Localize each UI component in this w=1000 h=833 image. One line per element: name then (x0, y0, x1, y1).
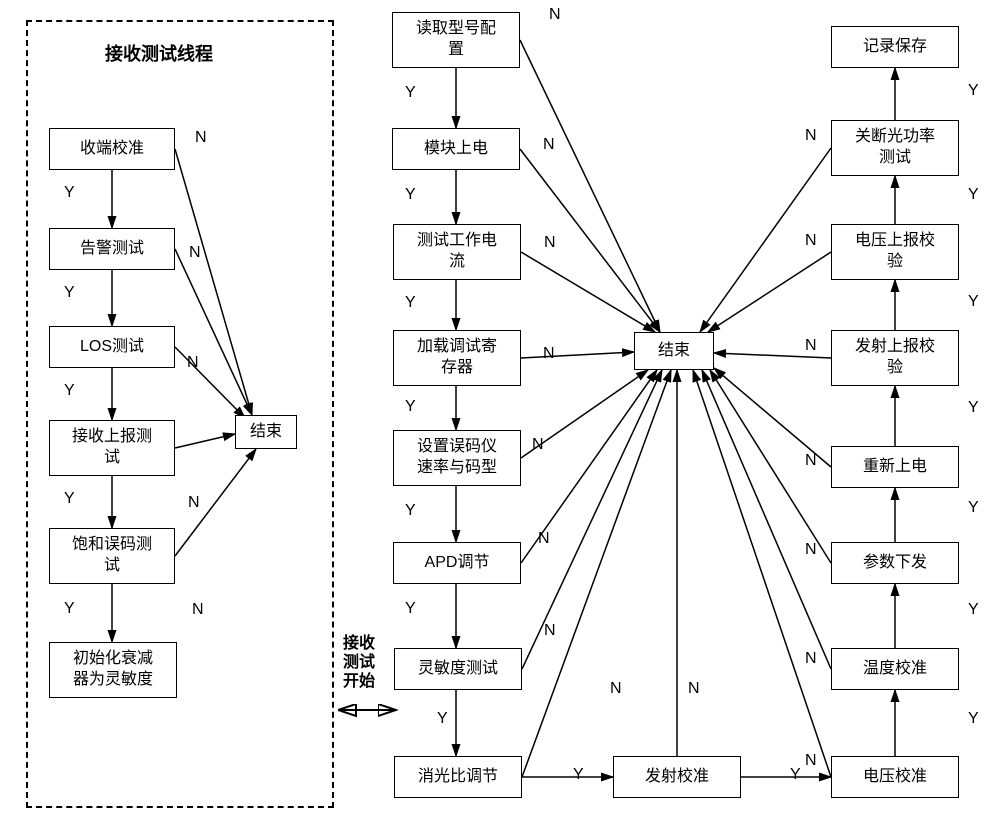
edge-label-10: Y (405, 84, 416, 102)
node-end2: 结束 (634, 332, 714, 370)
node-loadreg: 加载调试寄 存器 (393, 330, 521, 386)
edge-label-38: Y (968, 186, 979, 204)
node-poweron: 模块上电 (392, 128, 520, 170)
edge-label-26: Y (790, 766, 801, 784)
edge-label-39: N (805, 232, 817, 250)
edge-label-30: Y (968, 601, 979, 619)
node-ext: 消光比调节 (394, 756, 522, 798)
node-offpow: 关断光功率 测试 (831, 120, 959, 176)
edge-label-15: N (544, 234, 556, 252)
node-rxcal: 收端校准 (49, 128, 175, 170)
edge-label-14: Y (405, 294, 416, 312)
edge-label-3: N (189, 244, 201, 262)
edge-label-24: Y (573, 766, 584, 784)
node-sens: 灵敏度测试 (394, 648, 522, 690)
edge-label-28: Y (968, 710, 979, 728)
edge-label-11: N (549, 6, 561, 24)
edge-label-31: N (805, 650, 817, 668)
node-rxrep: 接收上报测 试 (49, 420, 175, 476)
edge-label-21: N (538, 530, 550, 548)
edge-label-5: N (187, 354, 199, 372)
edge-label-33: N (805, 541, 817, 559)
node-end1: 结束 (235, 415, 297, 449)
node-vcal: 电压校准 (831, 756, 959, 798)
receive-thread-title: 接收测试线程 (105, 40, 213, 66)
arrow-20 (521, 352, 634, 358)
arrow-18 (520, 149, 660, 332)
edge-label-0: Y (64, 184, 75, 202)
node-pdown: 参数下发 (831, 542, 959, 584)
edge-label-29: N (805, 752, 817, 770)
edge-label-9: N (192, 601, 204, 619)
edge-label-35: N (805, 452, 817, 470)
edge-label-7: N (188, 494, 200, 512)
arrow-31 (708, 252, 831, 332)
edge-label-27: N (688, 680, 700, 698)
node-testcur: 测试工作电 流 (393, 224, 521, 280)
node-los: LOS测试 (49, 326, 175, 368)
node-recsave: 记录保存 (831, 26, 959, 68)
node-txcal: 发射校准 (613, 756, 741, 798)
edge-label-1: N (195, 129, 207, 147)
node-tcal: 温度校准 (831, 648, 959, 690)
arrow-23 (522, 370, 662, 669)
edge-label-40: Y (968, 82, 979, 100)
node-alarm: 告警测试 (49, 228, 175, 270)
edge-label-25: N (610, 680, 622, 698)
edge-label-19: N (532, 436, 544, 454)
edge-label-8: Y (64, 600, 75, 618)
edge-label-41: N (805, 127, 817, 145)
arrow-17 (520, 40, 660, 332)
rx-start-label: 接收 测试 开始 (343, 634, 375, 692)
edge-label-18: Y (405, 502, 416, 520)
edge-label-36: Y (968, 293, 979, 311)
arrow-26 (693, 370, 831, 777)
edge-label-34: Y (968, 399, 979, 417)
edge-label-32: Y (968, 499, 979, 517)
node-vrep: 电压上报校 验 (831, 224, 959, 280)
edge-label-37: N (805, 337, 817, 355)
arrow-27 (702, 370, 831, 669)
edge-label-2: Y (64, 284, 75, 302)
edge-label-4: Y (64, 382, 75, 400)
arrow-24 (522, 370, 671, 777)
node-readcfg: 读取型号配 置 (392, 12, 520, 68)
edge-label-13: N (543, 136, 555, 154)
edge-label-22: Y (437, 710, 448, 728)
edge-label-16: Y (405, 398, 416, 416)
node-apd: APD调节 (393, 542, 521, 584)
node-setber: 设置误码仪 速率与码型 (393, 430, 521, 486)
edge-label-23: N (544, 622, 556, 640)
node-repow: 重新上电 (831, 446, 959, 488)
edge-label-17: N (543, 345, 555, 363)
node-saterr: 饱和误码测 试 (49, 528, 175, 584)
node-initatt: 初始化衰减 器为灵敏度 (49, 642, 177, 698)
node-txrep: 发射上报校 验 (831, 330, 959, 386)
edge-label-20: Y (405, 600, 416, 618)
edge-label-12: Y (405, 186, 416, 204)
edge-label-6: Y (64, 490, 75, 508)
arrow-19 (521, 252, 655, 332)
